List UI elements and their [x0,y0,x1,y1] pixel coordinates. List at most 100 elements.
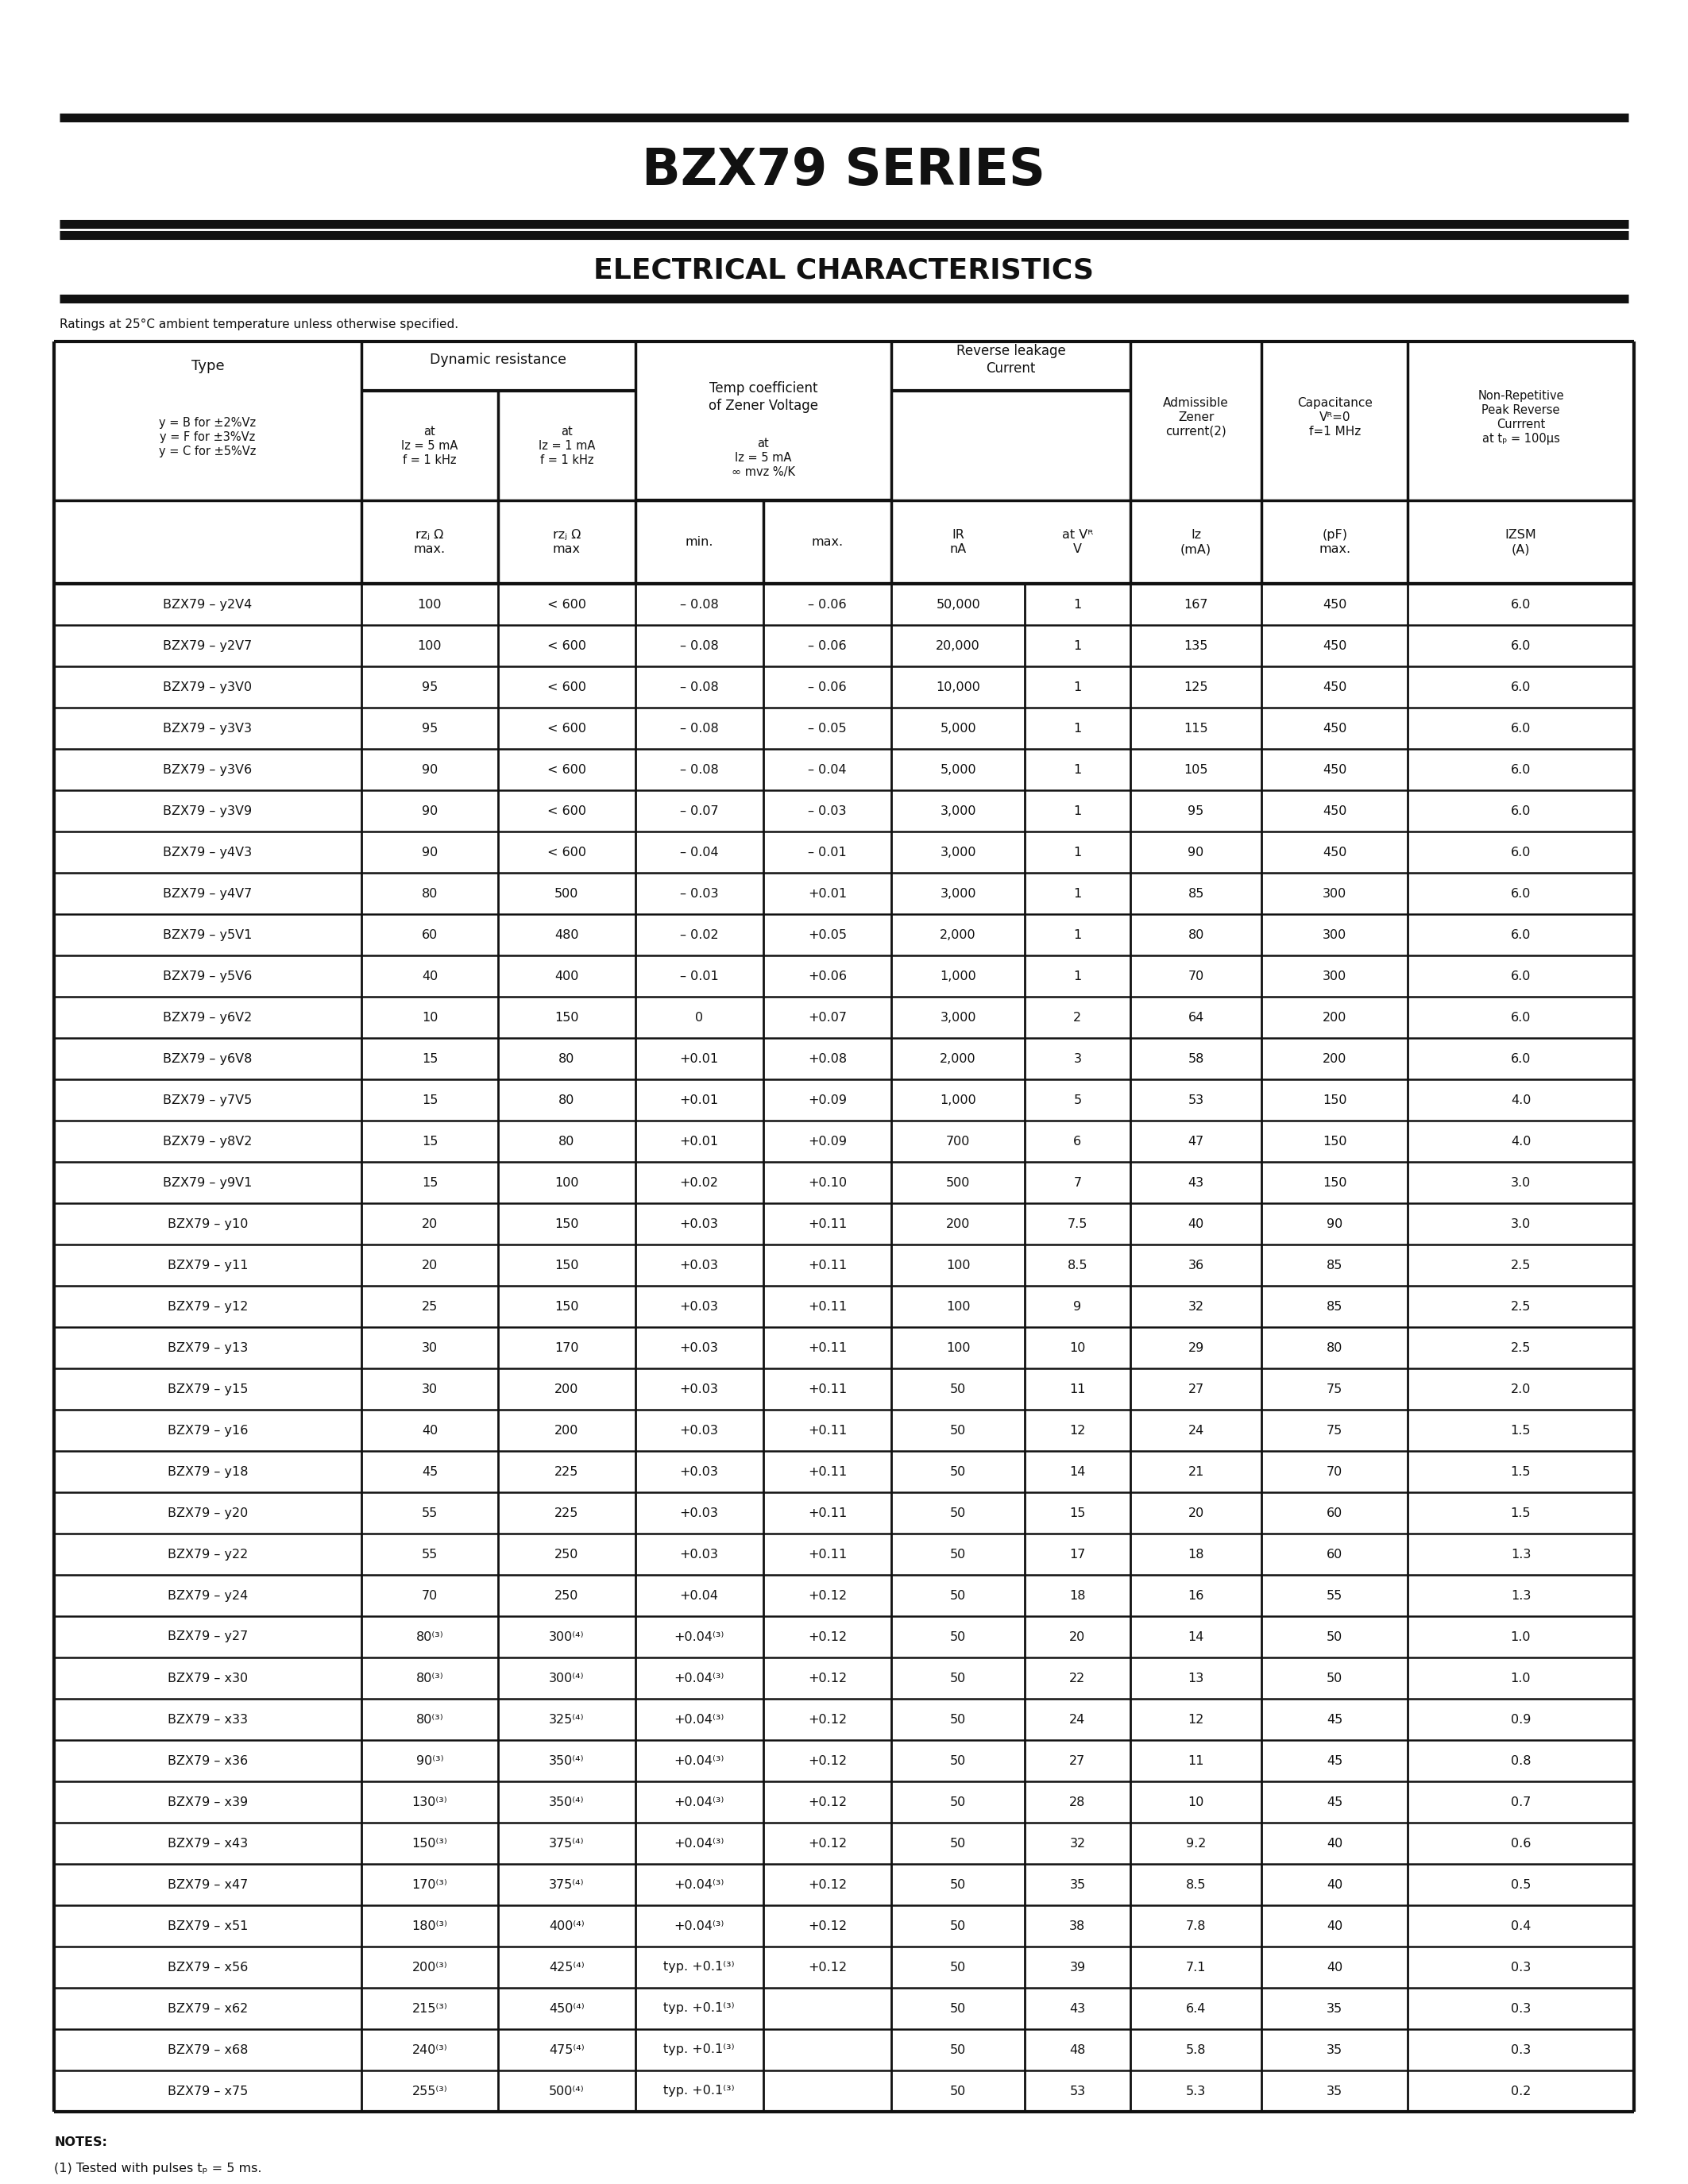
Text: 250: 250 [555,1548,579,1559]
Text: +0.03: +0.03 [680,1424,719,1437]
Text: 200: 200 [1323,1053,1347,1064]
Text: y = B for ±2%Vz
y = F for ±3%Vz
y = C for ±5%Vz: y = B for ±2%Vz y = F for ±3%Vz y = C fo… [159,417,257,456]
Text: +0.12: +0.12 [809,1837,847,1850]
Text: 115: 115 [1183,723,1209,734]
Text: 7.1: 7.1 [1187,1961,1207,1972]
Text: +0.11: +0.11 [809,1548,847,1559]
Text: 2.5: 2.5 [1511,1260,1531,1271]
Text: 5.3: 5.3 [1187,2086,1205,2097]
Text: 1,000: 1,000 [940,1094,976,1105]
Text: 9: 9 [1074,1299,1082,1313]
Text: 3.0: 3.0 [1511,1219,1531,1230]
Text: 50: 50 [950,2086,966,2097]
Text: 40: 40 [1327,1878,1342,1891]
Text: 29: 29 [1188,1341,1204,1354]
Text: 1: 1 [1074,681,1082,692]
Text: 100: 100 [945,1341,971,1354]
Text: 3,000: 3,000 [940,1011,976,1024]
Text: BZX79 – x30: BZX79 – x30 [167,1673,248,1684]
Text: +0.12: +0.12 [809,1878,847,1891]
Text: 450: 450 [1323,640,1347,651]
Text: BZX79 – x75: BZX79 – x75 [167,2086,248,2097]
Text: 40: 40 [422,1424,437,1437]
Text: 180⁽³⁾: 180⁽³⁾ [412,1920,447,1933]
Text: – 0.08: – 0.08 [680,598,719,609]
Text: 50: 50 [950,2003,966,2014]
Text: 32: 32 [1070,1837,1085,1850]
Text: +0.04⁽³⁾: +0.04⁽³⁾ [674,1878,724,1891]
Text: 11: 11 [1188,1754,1204,1767]
Text: 24: 24 [1188,1424,1204,1437]
Text: 5,000: 5,000 [940,764,976,775]
Text: 8.5: 8.5 [1187,1878,1207,1891]
Text: 3.0: 3.0 [1511,1177,1531,1188]
Text: 2.5: 2.5 [1511,1341,1531,1354]
Text: 20: 20 [422,1219,437,1230]
Text: 300: 300 [1323,970,1347,983]
Text: +0.12: +0.12 [809,1673,847,1684]
Text: 39: 39 [1070,1961,1085,1972]
Text: Temp coefficient
of Zener Voltage: Temp coefficient of Zener Voltage [709,382,819,413]
Text: NOTES:: NOTES: [54,2136,106,2147]
Text: +0.01: +0.01 [680,1053,719,1064]
Text: < 600: < 600 [547,845,586,858]
Text: +0.04⁽³⁾: +0.04⁽³⁾ [674,1714,724,1725]
Text: +0.11: +0.11 [809,1299,847,1313]
Text: Type: Type [191,358,225,373]
Text: 55: 55 [422,1548,437,1559]
Text: 1.0: 1.0 [1511,1631,1531,1642]
Text: 225: 225 [555,1465,579,1479]
Text: BZX79 – y4V7: BZX79 – y4V7 [164,887,252,900]
Text: 250: 250 [555,1590,579,1601]
Text: BZX79 – y6V8: BZX79 – y6V8 [164,1053,252,1064]
Text: 43: 43 [1070,2003,1085,2014]
Text: 100: 100 [417,598,442,609]
Text: 58: 58 [1188,1053,1204,1064]
Text: BZX79 – x43: BZX79 – x43 [167,1837,248,1850]
Text: 350⁽⁴⁾: 350⁽⁴⁾ [549,1754,584,1767]
Text: 0.5: 0.5 [1511,1878,1531,1891]
Text: 90: 90 [422,806,437,817]
Text: +0.03: +0.03 [680,1465,719,1479]
Text: < 600: < 600 [547,806,586,817]
Text: at Vᴿ
V: at Vᴿ V [1062,529,1094,555]
Text: Ratings at 25°C ambient temperature unless otherwise specified.: Ratings at 25°C ambient temperature unle… [59,319,459,330]
Text: – 0.04: – 0.04 [680,845,719,858]
Text: 150: 150 [555,1219,579,1230]
Text: 75: 75 [1327,1424,1342,1437]
Text: 15: 15 [422,1136,437,1147]
Text: 1: 1 [1074,928,1082,941]
Text: 1.5: 1.5 [1511,1507,1531,1518]
Text: +0.04⁽³⁾: +0.04⁽³⁾ [674,1795,724,1808]
Text: 6.0: 6.0 [1511,1053,1531,1064]
Text: 90: 90 [422,845,437,858]
Text: 35: 35 [1070,1878,1085,1891]
Text: 150⁽³⁾: 150⁽³⁾ [412,1837,447,1850]
Text: – 0.08: – 0.08 [680,764,719,775]
Text: 70: 70 [1327,1465,1342,1479]
Text: 1: 1 [1074,970,1082,983]
Text: BZX79 – y15: BZX79 – y15 [167,1382,248,1396]
Text: 1: 1 [1074,723,1082,734]
Text: Capacitance
Vᴿ=0
f=1 MHz: Capacitance Vᴿ=0 f=1 MHz [1296,397,1372,437]
Text: < 600: < 600 [547,723,586,734]
Text: 2,000: 2,000 [940,928,976,941]
Text: Dynamic resistance: Dynamic resistance [430,352,567,367]
Text: – 0.01: – 0.01 [809,845,847,858]
Text: +0.02: +0.02 [680,1177,719,1188]
Text: +0.04⁽³⁾: +0.04⁽³⁾ [674,1754,724,1767]
Text: +0.03: +0.03 [680,1548,719,1559]
Text: 50: 50 [950,1382,966,1396]
Text: 35: 35 [1327,2086,1342,2097]
Text: 0: 0 [695,1011,704,1024]
Text: 8.5: 8.5 [1067,1260,1087,1271]
Text: BZX79 – y7V5: BZX79 – y7V5 [164,1094,252,1105]
Text: at
Iz = 1 mA
f = 1 kHz: at Iz = 1 mA f = 1 kHz [538,426,594,465]
Text: +0.11: +0.11 [809,1260,847,1271]
Text: +0.01: +0.01 [680,1136,719,1147]
Text: 0.6: 0.6 [1511,1837,1531,1850]
Text: 150: 150 [1323,1094,1347,1105]
Text: 47: 47 [1188,1136,1204,1147]
Text: 4.0: 4.0 [1511,1094,1531,1105]
Text: 6.4: 6.4 [1187,2003,1205,2014]
